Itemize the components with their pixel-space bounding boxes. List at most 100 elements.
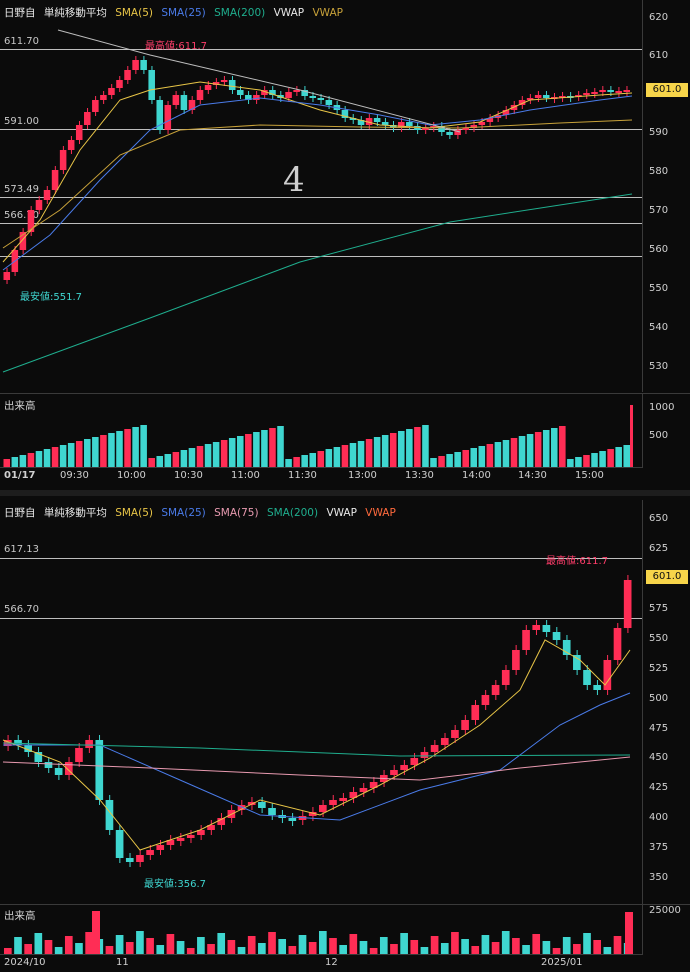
daily-volume-bar (329, 938, 337, 954)
daily-candle (481, 695, 490, 705)
price-tick-530: 530 (649, 361, 669, 372)
level-line-566[interactable] (0, 618, 643, 619)
intraday-price-axis[interactable]: 620 610 590 580 570 560 550 540 530 (642, 0, 690, 392)
daily-volume-bar (603, 947, 612, 954)
intraday-candle (245, 95, 252, 100)
level-label-617: 617.13 (4, 544, 39, 555)
daily-candle (623, 580, 632, 628)
sma75-line (2, 756, 631, 781)
legend-sma25[interactable]: SMA(25) (161, 507, 206, 519)
daily-volume-bar (75, 943, 83, 954)
legend-vwap[interactable]: VWAP (326, 507, 357, 519)
time-tick-1500: 15:00 (575, 470, 604, 481)
intraday-candle (116, 80, 123, 88)
daily-candle (64, 762, 73, 775)
daily-chart-panel[interactable]: 日野自 単純移動平均 SMA(5) SMA(25) SMA(75) SMA(20… (0, 500, 690, 972)
daily-price-axis[interactable]: 650 625 575 550 525 500 475 450 425 400 … (642, 500, 690, 904)
intraday-candle (398, 122, 405, 128)
intraday-volume-bar (148, 458, 155, 467)
level-label-566: 566.70 (4, 210, 39, 221)
intraday-candle (389, 125, 397, 128)
daily-volume-bar (390, 944, 398, 954)
daily-volume-bar (369, 948, 378, 954)
daily-volume-bar (34, 933, 43, 954)
daily-volume-bar (593, 940, 602, 954)
intraday-candle (35, 200, 43, 210)
intraday-volume-bar (59, 445, 67, 467)
daily-candle (319, 805, 327, 812)
legend-sma200[interactable]: SMA(200) (266, 507, 319, 519)
level-line-611[interactable] (0, 49, 643, 50)
intraday-volume-bar (140, 425, 147, 467)
intraday-volume-bar (261, 430, 268, 467)
daily-candle (430, 745, 439, 752)
intraday-volume-bar (309, 453, 316, 467)
daily-candle (237, 805, 246, 810)
level-label-591: 591.00 (4, 116, 39, 127)
daily-volume-bar (400, 933, 408, 954)
daily-volume-axis[interactable]: 25000 (642, 904, 690, 954)
intraday-candle (623, 90, 630, 92)
level-line-566[interactable] (0, 223, 643, 224)
daily-candle (308, 812, 317, 816)
intraday-volume-bar (615, 447, 622, 467)
legend-vwap-alt[interactable]: VWAP (312, 7, 343, 19)
daily-volume-bar (410, 940, 419, 954)
intraday-low-label: 最安値:551.7 (20, 292, 82, 303)
level-line-591[interactable] (0, 129, 643, 130)
daily-volume-bar (156, 945, 165, 954)
level-line-617[interactable] (0, 558, 643, 559)
legend-sma5[interactable]: SMA(5) (115, 507, 153, 519)
intraday-volume-bar (462, 450, 469, 467)
level-line-573[interactable] (0, 197, 643, 198)
intraday-price-plot[interactable] (0, 0, 643, 487)
intraday-candle (478, 122, 486, 125)
time-tick-1430: 14:30 (518, 470, 547, 481)
daily-volume-bar (247, 936, 256, 954)
daily-time-axis[interactable]: 2024/10 11 12 2025/01 (0, 954, 643, 971)
price-tick-475: 475 (649, 723, 669, 734)
intraday-chart-panel[interactable]: 日野自 単純移動平均 SMA(5) SMA(25) SMA(200) VWAP … (0, 0, 690, 487)
daily-candle (583, 670, 591, 685)
intraday-volume-bar (19, 455, 27, 467)
daily-price-plot[interactable] (0, 500, 643, 972)
daily-candle (85, 740, 93, 748)
intraday-candle (357, 120, 365, 125)
legend-sma25[interactable]: SMA(25) (161, 7, 206, 19)
level-label-573: 573.49 (4, 184, 39, 195)
intraday-volume-bar (172, 452, 180, 467)
intraday-volume-bar (236, 436, 244, 467)
intraday-volume-bar (84, 439, 91, 467)
intraday-volume-bar (180, 450, 188, 467)
sma25-line (2, 95, 633, 271)
handwritten-note: 4 (283, 160, 305, 200)
intraday-candle (261, 90, 268, 95)
daily-volume-bar (471, 946, 480, 954)
intraday-volume-bar (285, 459, 292, 467)
intraday-volume-bar (220, 440, 228, 467)
symbol-label: 日野自 (4, 7, 36, 19)
price-tick-425: 425 (649, 782, 669, 793)
daily-low-label: 最安値:356.7 (144, 879, 206, 890)
volume-tick-25000: 25000 (649, 905, 681, 916)
daily-volume-bar (278, 939, 287, 954)
legend-vwap-alt[interactable]: VWAP (365, 507, 396, 519)
intraday-candle (502, 110, 510, 115)
daily-volume-bar (430, 936, 439, 954)
legend-vwap[interactable]: VWAP (273, 7, 305, 19)
daily-candle (512, 650, 520, 670)
legend-sma5[interactable]: SMA(5) (115, 7, 153, 19)
intraday-volume-axis[interactable]: 1000 500 (642, 393, 690, 467)
daily-volume-bar (319, 931, 327, 954)
intraday-time-axis[interactable]: 01/17 09:30 10:00 10:30 11:00 11:30 13:0… (0, 467, 643, 484)
legend-sma200[interactable]: SMA(200) (214, 7, 266, 19)
intraday-candle (67, 140, 75, 150)
daily-candle (532, 625, 541, 630)
daily-volume-bar (349, 934, 358, 954)
intraday-candle (43, 190, 51, 200)
intraday-candle (148, 70, 155, 100)
daily-candle (329, 800, 337, 805)
intraday-volume-bar (11, 457, 19, 467)
daily-volume-bar (339, 945, 347, 954)
legend-sma75[interactable]: SMA(75) (214, 507, 259, 519)
